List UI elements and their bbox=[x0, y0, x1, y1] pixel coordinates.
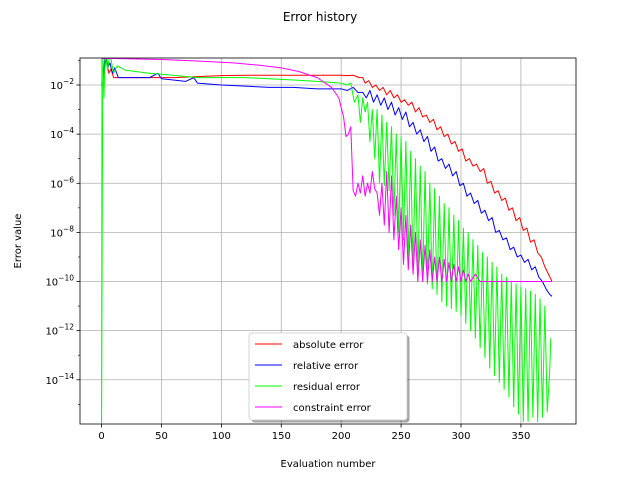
x-tick-label: 0 bbox=[98, 431, 104, 442]
chart-title: Error history bbox=[283, 10, 357, 24]
x-tick-label: 100 bbox=[212, 431, 231, 442]
y-tick-label-base: 10 bbox=[50, 228, 63, 239]
x-tick-label: 300 bbox=[451, 431, 470, 442]
series-layer bbox=[101, 58, 553, 424]
legend-entry-label: residual error bbox=[293, 382, 361, 393]
y-tick-label-base: 10 bbox=[45, 278, 58, 289]
y-tick-label: 10−10 bbox=[45, 274, 74, 289]
x-axis-label: Evaluation number bbox=[281, 459, 377, 470]
series-line-absolute-error bbox=[101, 58, 553, 282]
y-tick-label: 10−14 bbox=[45, 372, 74, 387]
y-tick-label-exponent: −14 bbox=[58, 372, 74, 381]
y-tick-label-exponent: −4 bbox=[63, 126, 74, 135]
legend-box bbox=[248, 332, 408, 421]
series-line-constraint-error bbox=[101, 58, 553, 283]
legend-entry-label: absolute error bbox=[293, 340, 364, 351]
series-line-relative-error bbox=[101, 58, 553, 297]
axis-ticks: 0 50 100 150 200 250 300 35010−210−410−610−810−… bbox=[45, 60, 530, 442]
y-tick-label: 10−4 bbox=[50, 126, 74, 141]
y-tick-label-base: 10 bbox=[50, 81, 63, 92]
legend-entry-label: relative error bbox=[293, 361, 359, 372]
plot-frame bbox=[79, 57, 577, 425]
y-tick-label: 10−2 bbox=[50, 77, 74, 92]
y-tick-label-base: 10 bbox=[45, 327, 58, 338]
y-tick-label: 10−12 bbox=[45, 323, 74, 338]
y-tick-label-exponent: −12 bbox=[58, 323, 74, 332]
y-axis-label: Error value bbox=[13, 214, 24, 269]
x-tick-label: 50 bbox=[155, 431, 168, 442]
y-tick-label-exponent: −8 bbox=[63, 224, 74, 233]
x-tick-label: 250 bbox=[392, 431, 411, 442]
legend-entry-label: constraint error bbox=[293, 403, 372, 414]
y-tick-label-exponent: −6 bbox=[63, 175, 74, 184]
y-tick-label-base: 10 bbox=[50, 179, 63, 190]
y-tick-label-base: 10 bbox=[45, 376, 58, 387]
y-tick-label: 10−8 bbox=[50, 224, 74, 239]
legend: absolute error relative error residual err… bbox=[248, 332, 410, 423]
y-tick-label: 10−6 bbox=[50, 175, 74, 190]
y-tick-label-exponent: −10 bbox=[58, 274, 74, 283]
x-tick-label: 350 bbox=[511, 431, 530, 442]
y-tick-label-base: 10 bbox=[50, 130, 63, 141]
x-tick-label: 200 bbox=[332, 431, 351, 442]
x-tick-label: 150 bbox=[272, 431, 291, 442]
y-tick-label-exponent: −2 bbox=[63, 77, 74, 86]
